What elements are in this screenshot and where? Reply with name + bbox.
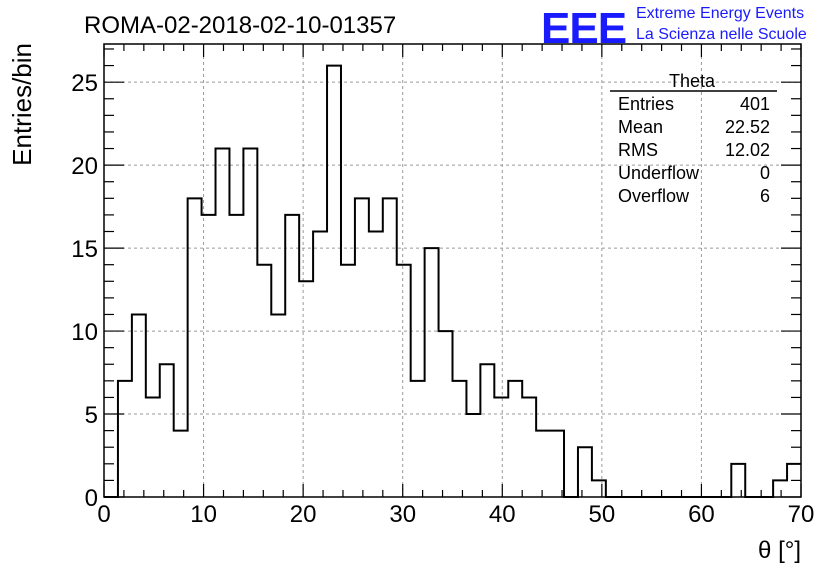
x-axis-label: θ [°]: [758, 537, 801, 564]
stats-label: RMS: [618, 140, 658, 160]
stats-label: Overflow: [618, 186, 690, 206]
y-tick-labels: 0 5 10 15 20 25: [71, 70, 98, 512]
x-tick-label: 10: [190, 501, 217, 528]
x-tick-label: 50: [589, 501, 616, 528]
x-tick-label: 20: [290, 501, 317, 528]
logo-line1: Extreme Energy Events: [636, 5, 804, 22]
y-tick-label: 5: [85, 402, 98, 429]
y-tick-label: 15: [71, 236, 98, 263]
y-tick-label: 0: [85, 485, 98, 512]
y-tick-label: 25: [71, 70, 98, 97]
stats-rows: Entries 401 Mean 22.52 RMS 12.02 Underflow 0 Ove…: [618, 94, 770, 206]
x-tick-label: 40: [489, 501, 516, 528]
chart-title: ROMA-02-2018-02-10-01357: [84, 12, 396, 39]
stats-title: Theta: [669, 71, 716, 91]
stats-value: 12.02: [725, 140, 770, 160]
stats-label: Underflow: [618, 163, 700, 183]
plot-frame: [103, 43, 802, 498]
stats-value: 22.52: [725, 117, 770, 137]
x-tick-label: 30: [389, 501, 416, 528]
stats-value: 6: [760, 186, 770, 206]
x-tick-labels: 0 10 20 30 40 50 60 70: [97, 501, 814, 528]
stats-box: Theta Entries 401 Mean 22.52 RMS 12.02 Underfl…: [610, 71, 777, 206]
histogram-step-line: [104, 64, 801, 498]
x-tick-label: 70: [788, 501, 815, 528]
axis-ticks: [103, 44, 802, 498]
logo-line2: La Scienza nelle Scuole: [636, 26, 807, 43]
stats-label: Entries: [618, 94, 674, 114]
x-tick-label: 0: [97, 501, 110, 528]
stats-label: Mean: [618, 117, 663, 137]
logo-mark: EEE: [541, 4, 626, 53]
eee-logo: EEE Extreme Energy Events La Scienza nel…: [541, 4, 807, 53]
grid-lines: [104, 44, 801, 497]
stats-value: 0: [760, 163, 770, 183]
y-axis-label: Entries/bin: [7, 43, 37, 166]
stats-value: 401: [740, 94, 770, 114]
y-tick-label: 10: [71, 319, 98, 346]
y-tick-label: 20: [71, 153, 98, 180]
x-tick-label: 60: [688, 501, 715, 528]
